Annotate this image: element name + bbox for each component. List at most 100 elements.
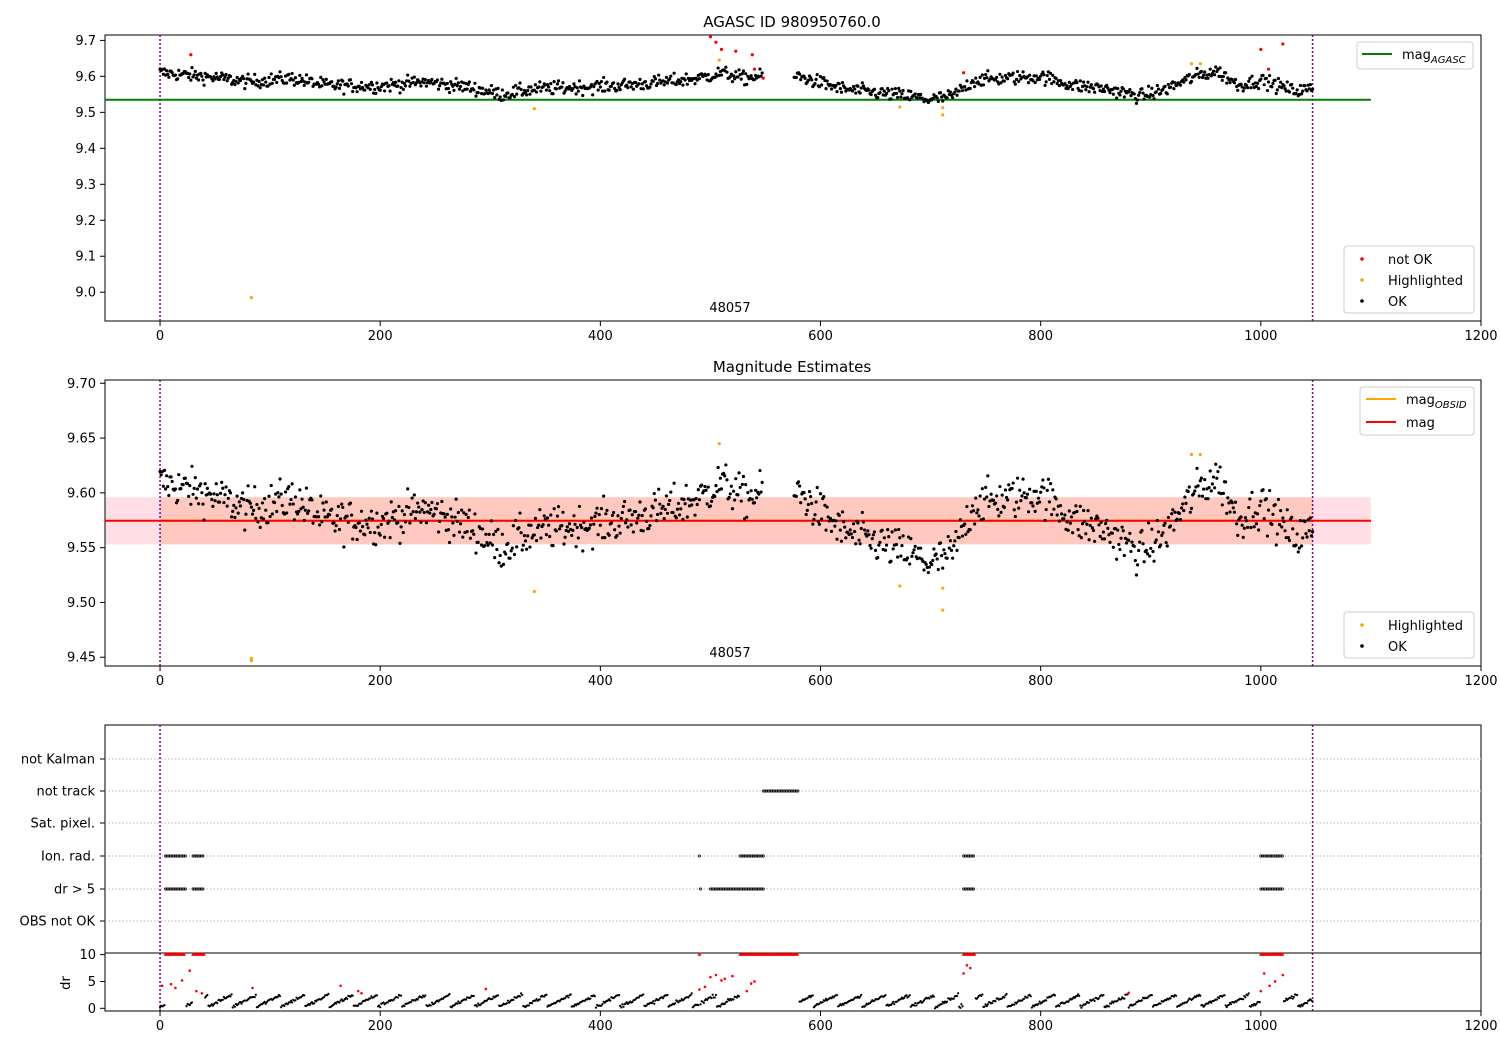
ok-point <box>1045 488 1049 492</box>
ok-point <box>234 79 238 83</box>
dr-point <box>609 999 612 1002</box>
ok-point <box>802 491 806 495</box>
ok-point <box>931 96 935 101</box>
ok-point <box>445 81 449 86</box>
flag-point <box>760 887 764 891</box>
ok-point <box>504 94 508 99</box>
ok-point <box>1034 489 1038 493</box>
ok-point <box>947 546 951 550</box>
ok-point <box>724 65 728 69</box>
ok-point <box>662 517 666 521</box>
dr-point <box>830 997 833 1000</box>
dr-red-point <box>251 986 254 990</box>
ok-point <box>213 499 217 503</box>
ok-point <box>1252 525 1256 529</box>
ok-point <box>955 93 959 97</box>
flag-point <box>768 789 772 793</box>
dr-point <box>1159 1002 1162 1005</box>
ok-point <box>556 505 561 509</box>
ok-point <box>1052 80 1056 84</box>
ok-point <box>596 533 600 537</box>
flag-point <box>730 887 734 891</box>
ok-point <box>745 82 749 86</box>
dr-point <box>521 993 524 997</box>
ok-point <box>818 75 823 79</box>
dr-point <box>1169 997 1172 1000</box>
ok-point <box>456 510 460 515</box>
flag-point <box>775 789 778 793</box>
ok-point <box>803 497 807 501</box>
ok-point <box>631 530 635 534</box>
ok-point <box>228 491 233 495</box>
ok-point <box>225 79 229 83</box>
ok-point <box>194 496 198 500</box>
ok-point <box>537 85 541 89</box>
ok-point <box>1120 525 1124 529</box>
ok-point <box>1017 506 1021 510</box>
dr-tick-label-0: 0 <box>88 1002 96 1017</box>
dr-red-point <box>714 973 718 977</box>
ok-point <box>609 521 613 525</box>
ok-point <box>1141 542 1145 546</box>
flag-point <box>968 887 972 891</box>
flag-row-label: not Kalman <box>21 753 95 768</box>
ok-point <box>1015 476 1020 480</box>
dr-point <box>650 1002 654 1005</box>
ok-point <box>422 81 426 85</box>
ok-point <box>659 511 663 515</box>
dr-point <box>566 994 569 997</box>
ok-point <box>1280 85 1284 90</box>
ok-point <box>483 543 487 548</box>
ok-point <box>166 72 170 76</box>
ok-point <box>548 534 552 539</box>
dr-point <box>414 999 417 1002</box>
ok-point <box>581 549 585 553</box>
flag-point <box>182 854 186 858</box>
ok-point <box>597 513 601 517</box>
ok-point <box>733 498 737 502</box>
legend-not-ok-marker <box>1360 257 1364 261</box>
ok-point <box>936 99 940 104</box>
flag-point <box>761 854 765 858</box>
ok-point <box>183 476 187 480</box>
ok-point <box>187 494 191 498</box>
ok-point <box>886 528 890 532</box>
ok-point <box>1088 523 1092 528</box>
flag-point <box>758 887 762 891</box>
ok-point <box>1187 72 1191 77</box>
ok-point <box>573 522 577 526</box>
dr-point <box>1215 998 1218 1001</box>
ok-point <box>424 521 429 525</box>
ok-point <box>1206 76 1210 80</box>
ok-point <box>238 79 242 83</box>
ok-point <box>464 512 468 516</box>
flag-point <box>773 789 777 793</box>
dr-point <box>437 1000 440 1003</box>
legend-highlighted-label: Highlighted <box>1388 274 1463 289</box>
ok-point <box>1101 530 1106 534</box>
ok-point <box>1067 509 1071 513</box>
ok-point <box>423 78 427 82</box>
panel-1-ticks: 0 200 400 600 800 1000 12009.09.19.29.39.49.59… <box>75 34 1497 344</box>
ok-point <box>538 508 542 512</box>
ok-point <box>177 68 181 73</box>
ok-point <box>794 494 798 498</box>
flag-point <box>793 789 797 793</box>
ok-point <box>538 80 542 84</box>
dr-point <box>835 993 839 997</box>
ok-point <box>1152 559 1156 563</box>
ok-point <box>536 525 540 530</box>
ok-point <box>1099 520 1103 524</box>
ok-point <box>1044 80 1048 84</box>
ok-point <box>844 536 848 540</box>
dr-point <box>280 1006 283 1009</box>
not-ok-point <box>1281 42 1285 46</box>
ok-point <box>1068 521 1073 525</box>
ok-point <box>389 77 393 81</box>
ok-point <box>373 531 377 535</box>
ok-point <box>706 72 710 77</box>
ok-point <box>1259 499 1263 503</box>
ok-point <box>837 82 841 86</box>
ok-point <box>616 514 620 518</box>
